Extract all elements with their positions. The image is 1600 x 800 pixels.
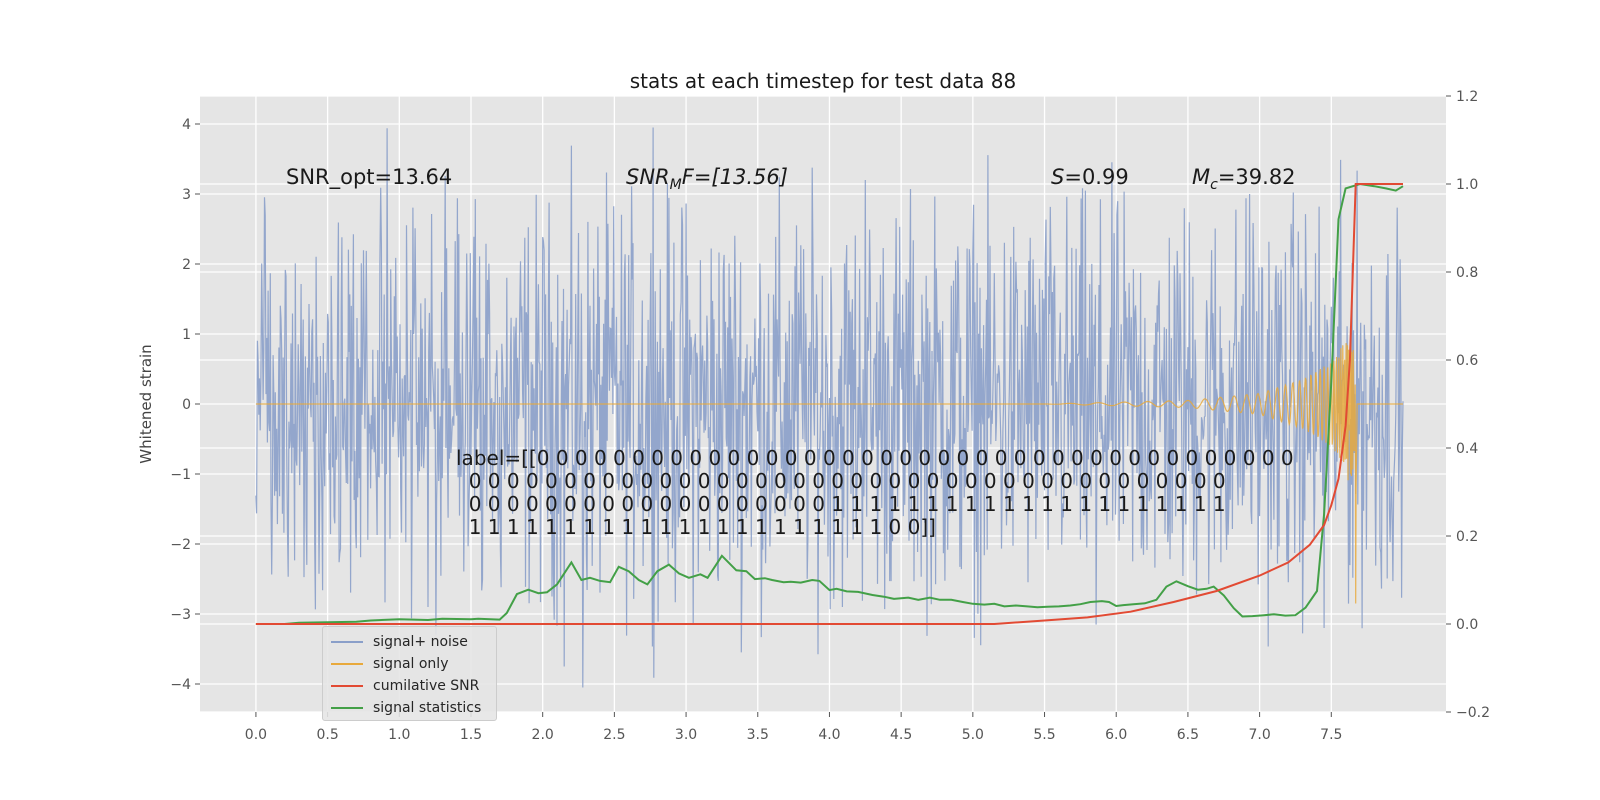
- legend: signal+ noise signal only cumilative SNR…: [322, 626, 497, 721]
- x-tick-label: 0.0: [245, 727, 267, 743]
- y-tick-label: −2: [170, 537, 191, 553]
- match-value: =0.99: [1064, 165, 1128, 189]
- chirp-mass-subscript: c: [1210, 177, 1218, 193]
- snr-mf-symbol: SNR: [626, 165, 670, 189]
- y2-tick-label: 0.6: [1456, 353, 1478, 369]
- legend-label: signal+ noise: [373, 634, 468, 650]
- x-tick-label: 0.5: [316, 727, 338, 743]
- legend-item-cumulative-snr: cumilative SNR: [331, 675, 488, 697]
- y2-tick-label: 0.0: [1456, 617, 1478, 633]
- y-tick-label: 2: [182, 257, 191, 273]
- y2-tick-label: 0.4: [1456, 441, 1478, 457]
- signal-noise-line: [255, 127, 1404, 688]
- y2-tick-label: 1.2: [1456, 89, 1478, 105]
- series-cumulative-snr: [255, 183, 1403, 625]
- annotation-chirp-mass: Mc=39.82: [1192, 165, 1296, 193]
- y-tick-label: 0: [182, 397, 191, 413]
- x-tick-label: 3.5: [747, 727, 769, 743]
- x-tick-label: 4.5: [890, 727, 912, 743]
- y-tick-label: 4: [182, 117, 191, 133]
- legend-item-signal-noise: signal+ noise: [331, 631, 488, 653]
- y-tick-label: −3: [170, 607, 191, 623]
- axes: 0.0 0.5 1.0 1.5 2.0 2.5 3.0 3.5 4.0 4.5 5.0 5.5 6.0 6…: [170, 89, 1490, 743]
- legend-item-signal-only: signal only: [331, 653, 488, 675]
- x-tick-label: 4.0: [818, 727, 840, 743]
- legend-label: signal only: [373, 656, 449, 672]
- x-tick-label: 2.5: [603, 727, 625, 743]
- signal-statistics-line: [255, 182, 1404, 625]
- y2-tick-label: 0.8: [1456, 265, 1478, 281]
- y2-tick-label: 0.2: [1456, 529, 1478, 545]
- legend-swatch: [331, 707, 363, 709]
- y-tick-label: −4: [170, 677, 191, 693]
- y2-tick-label: −0.2: [1456, 705, 1490, 721]
- y-tick-label: −1: [170, 467, 191, 483]
- legend-label: cumilative SNR: [373, 678, 480, 694]
- y-axis-label: Whitened strain: [137, 344, 155, 463]
- legend-swatch: [331, 685, 363, 687]
- y2-tick-label: 1.0: [1456, 177, 1478, 193]
- x-tick-label: 7.5: [1320, 727, 1342, 743]
- series-signal-only: [255, 327, 1403, 604]
- y-tick-label: 1: [182, 327, 191, 343]
- annotation-match: S=0.99: [1051, 165, 1129, 189]
- legend-swatch: [331, 641, 363, 643]
- legend-label: signal statistics: [373, 700, 482, 716]
- chart-title: stats at each timestep for test data 88: [630, 69, 1016, 93]
- series-signal-noise: [255, 127, 1404, 688]
- x-tick-label: 1.0: [388, 727, 410, 743]
- signal-only-line: [255, 327, 1403, 604]
- x-tick-label: 5.0: [962, 727, 984, 743]
- x-tick-label: 3.0: [675, 727, 697, 743]
- y-tick-label: 3: [182, 187, 191, 203]
- legend-item-signal-statistics: signal statistics: [331, 697, 488, 719]
- annotation-snr-mf: SNRMF=[13.56]: [626, 165, 788, 193]
- x-tick-label: 5.5: [1033, 727, 1055, 743]
- series-signal-statistics: [255, 182, 1404, 625]
- chirp-mass-symbol: M: [1192, 165, 1210, 189]
- legend-swatch: [331, 663, 363, 665]
- match-symbol: S: [1051, 165, 1064, 189]
- x-tick-label: 6.5: [1177, 727, 1199, 743]
- x-tick-label: 1.5: [460, 727, 482, 743]
- annotation-snr-opt: SNR_opt=13.64: [286, 165, 452, 190]
- snr-mf-subscript: M: [670, 177, 682, 193]
- cumulative-snr-line: [255, 183, 1403, 625]
- x-tick-label: 2.0: [532, 727, 554, 743]
- snr-mf-value: F=[13.56]: [682, 165, 788, 189]
- x-tick-label: 7.0: [1248, 727, 1270, 743]
- chirp-mass-value: =39.82: [1218, 165, 1296, 189]
- x-tick-label: 6.0: [1105, 727, 1127, 743]
